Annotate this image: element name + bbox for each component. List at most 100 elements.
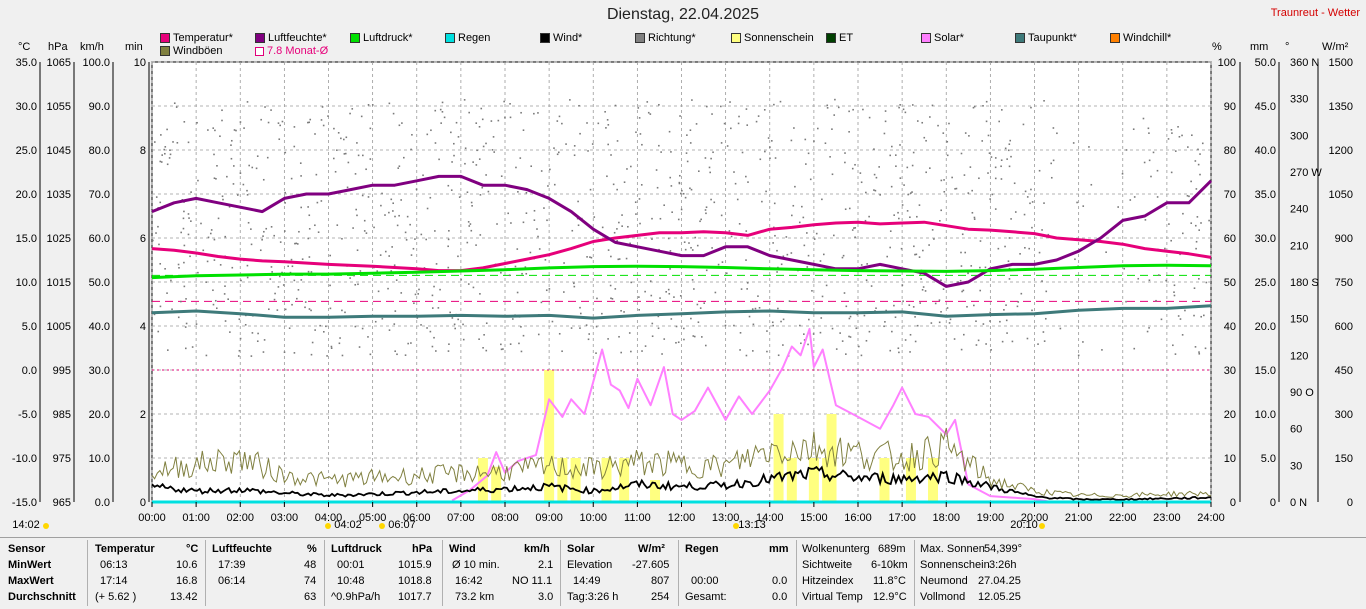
direction-point — [1200, 222, 1202, 224]
direction-point — [746, 282, 749, 284]
direction-point — [943, 190, 946, 193]
direction-point — [429, 196, 432, 199]
direction-point — [544, 259, 547, 261]
direction-point — [730, 235, 733, 238]
direction-point — [909, 333, 912, 336]
direction-point — [205, 281, 208, 283]
direction-point — [240, 279, 242, 282]
direction-point — [1026, 337, 1029, 340]
direction-point — [300, 206, 302, 209]
direction-point — [1150, 175, 1152, 178]
temp-unit: °C — [186, 543, 199, 555]
direction-point — [893, 214, 895, 216]
direction-point — [571, 229, 574, 232]
direction-point — [398, 165, 401, 168]
tick-direction: 0 N — [1290, 497, 1307, 509]
tick-direction: 210 — [1290, 240, 1308, 252]
direction-point — [922, 249, 924, 252]
direction-point — [752, 350, 754, 352]
sunshine-bar — [619, 458, 630, 502]
x-tick-label: 21:00 — [1065, 512, 1093, 524]
direction-point — [1182, 212, 1184, 215]
direction-point — [215, 307, 218, 310]
direction-point — [894, 316, 897, 319]
direction-point — [543, 207, 545, 209]
direction-point — [472, 161, 474, 163]
direction-point — [367, 104, 370, 106]
direction-point — [766, 330, 768, 332]
direction-point — [267, 121, 270, 124]
direction-point — [960, 265, 963, 267]
direction-point — [540, 301, 543, 304]
direction-point — [279, 124, 281, 127]
direction-point — [611, 298, 614, 300]
direction-point — [1148, 327, 1150, 329]
direction-point — [409, 223, 411, 226]
direction-point — [998, 120, 1000, 123]
direction-point — [920, 278, 922, 280]
tick-rain: 45.0 — [1255, 101, 1276, 113]
direction-point — [1194, 160, 1197, 162]
tick-sun: 8 — [140, 145, 146, 157]
direction-point — [1144, 219, 1147, 221]
direction-point — [1133, 347, 1136, 350]
direction-point — [457, 318, 459, 321]
tick-sun: 0 — [140, 497, 146, 509]
direction-point — [266, 156, 269, 159]
direction-point — [414, 293, 417, 296]
tick-direction: 360 N — [1290, 57, 1319, 69]
direction-point — [588, 333, 591, 335]
direction-point — [712, 151, 714, 154]
x-tick-label: 14:00 — [756, 512, 784, 524]
direction-point — [469, 223, 472, 225]
legend-item-et: ET — [826, 32, 853, 44]
direction-point — [690, 188, 693, 191]
direction-point — [1105, 251, 1107, 254]
direction-point — [873, 173, 876, 176]
direction-point — [259, 249, 262, 252]
direction-point — [230, 144, 232, 146]
direction-point — [726, 145, 729, 147]
direction-point — [210, 229, 213, 231]
humidity-avg: 63 — [304, 591, 317, 603]
direction-point — [276, 309, 279, 311]
direction-point — [310, 309, 312, 312]
direction-point — [447, 245, 449, 248]
direction-point — [556, 153, 559, 156]
direction-point — [807, 343, 809, 346]
direction-point — [889, 230, 892, 232]
direction-point — [426, 207, 429, 210]
direction-point — [341, 354, 344, 357]
sunshine-bar — [544, 370, 555, 502]
direction-point — [393, 323, 396, 325]
direction-point — [183, 261, 185, 264]
direction-point — [388, 329, 391, 331]
direction-point — [1167, 138, 1170, 140]
legend-swatch — [731, 33, 741, 43]
direction-point — [1005, 319, 1008, 322]
direction-point — [683, 241, 686, 243]
direction-point — [613, 231, 616, 234]
legend-swatch — [921, 33, 931, 43]
direction-point — [989, 311, 992, 314]
direction-point — [239, 121, 242, 123]
tick-wind: 50.0 — [89, 277, 110, 289]
rain-unit: mm — [769, 543, 789, 555]
direction-point — [970, 265, 973, 267]
direction-point — [294, 242, 296, 245]
wind-r3: 3.0 — [538, 591, 554, 603]
direction-point — [865, 339, 868, 342]
direction-point — [167, 349, 169, 351]
direction-point — [962, 289, 965, 292]
direction-point — [510, 222, 512, 224]
solar-r1-label: Elevation — [567, 559, 613, 571]
direction-point — [1003, 309, 1005, 311]
direction-point — [1043, 202, 1045, 204]
direction-point — [431, 294, 434, 297]
x-tick-label: 11:00 — [624, 512, 651, 524]
direction-point — [1177, 315, 1180, 317]
direction-point — [1020, 292, 1023, 295]
direction-point — [705, 206, 708, 209]
direction-point — [848, 317, 851, 320]
direction-point — [346, 186, 349, 189]
